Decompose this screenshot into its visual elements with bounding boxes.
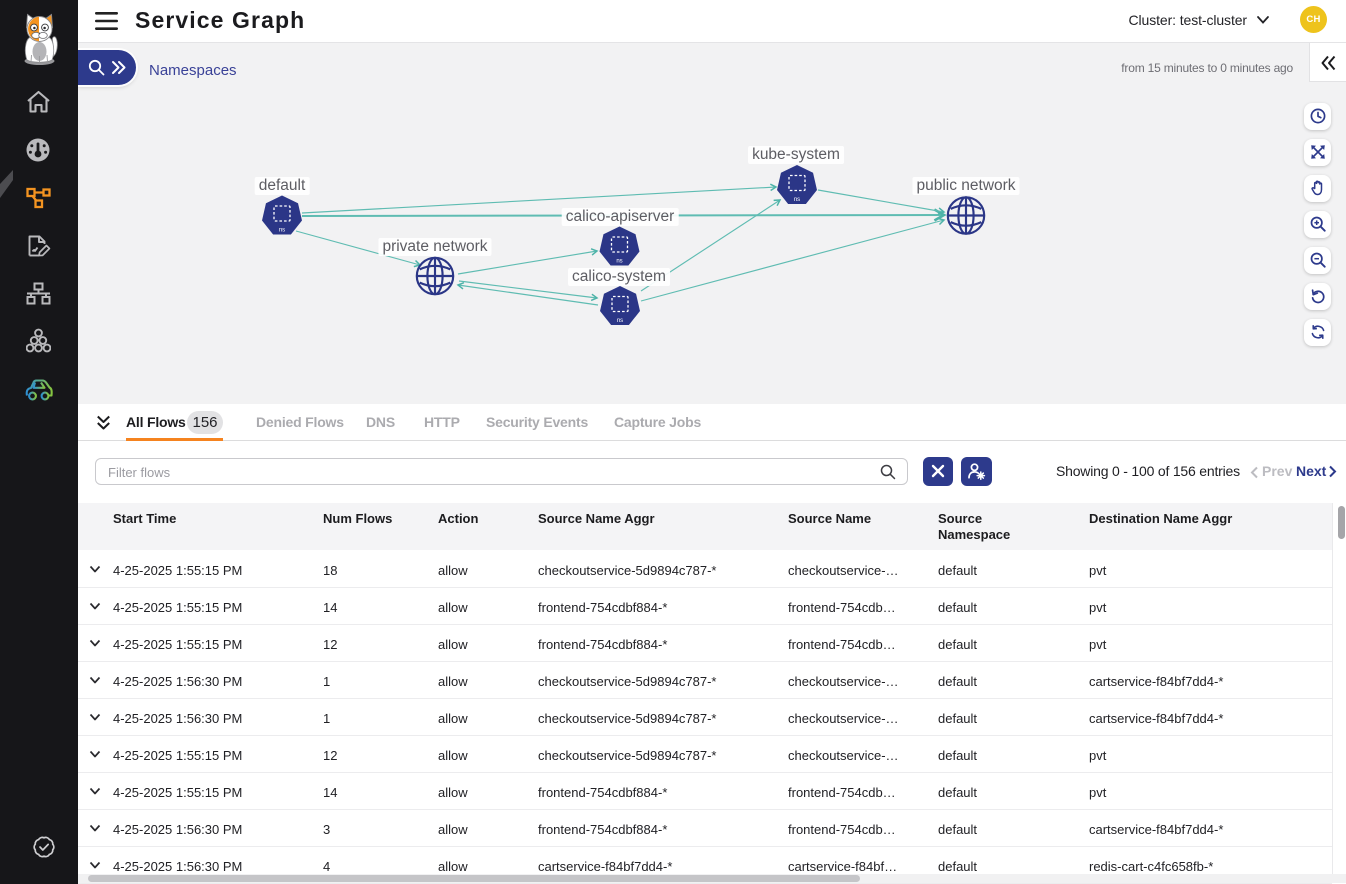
svg-text:ns: ns: [794, 197, 800, 203]
svg-text:ns: ns: [616, 259, 622, 265]
svg-text:ns: ns: [617, 318, 623, 324]
svg-text:ns: ns: [279, 228, 285, 234]
